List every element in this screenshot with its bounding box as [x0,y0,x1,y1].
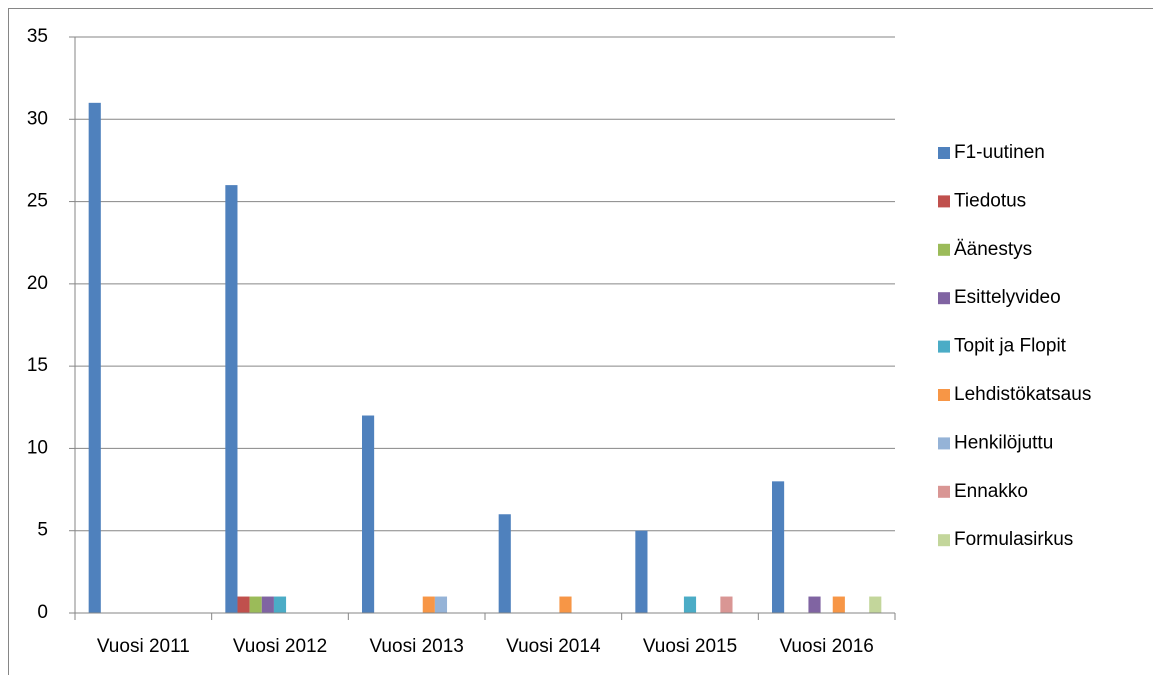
bar [423,597,435,613]
bar [869,597,881,613]
bar [262,597,274,613]
bar [833,597,845,613]
bar [808,597,820,613]
y-tick-label: 35 [27,26,48,47]
bar [720,597,732,613]
bar [559,597,571,613]
legend-label: Tiedotus [954,190,1026,211]
x-tick-label: Vuosi 2014 [506,636,601,657]
bar [274,597,286,613]
legend-swatch [938,244,950,256]
y-tick-label: 20 [27,273,48,294]
legend-swatch [938,486,950,498]
bar [635,531,647,613]
legend-swatch [938,437,950,449]
legend-label: Äänestys [954,239,1032,260]
legend-label: Esittelyvideo [954,287,1061,308]
bar [435,597,447,613]
legend-swatch [938,341,950,353]
y-tick-label: 30 [27,108,48,129]
legend-label: Henkilöjuttu [954,432,1053,453]
legend-label: Ennakko [954,481,1028,502]
legend-swatch [938,147,950,159]
legend-label: Lehdistökatsaus [954,384,1091,405]
legend-label: Formulasirkus [954,529,1073,550]
bar [499,514,511,613]
bar [225,185,237,613]
bar [772,481,784,613]
bar [89,103,101,613]
y-tick-label: 5 [37,520,48,541]
legend-swatch [938,195,950,207]
legend-label: F1-uutinen [954,142,1045,163]
legend-swatch [938,389,950,401]
x-tick-label: Vuosi 2011 [97,636,190,657]
bar [362,416,374,613]
y-tick-label: 10 [27,437,48,458]
bar [250,597,262,613]
y-tick-label: 15 [27,355,48,376]
legend-swatch [938,292,950,304]
legend-label: Topit ja Flopit [954,336,1067,357]
x-tick-label: Vuosi 2016 [779,636,873,657]
y-tick-label: 0 [37,602,48,623]
x-tick-label: Vuosi 2013 [369,636,463,657]
x-tick-label: Vuosi 2015 [643,636,737,657]
x-tick-label: Vuosi 2012 [233,636,327,657]
legend-swatch [938,534,950,546]
bar [237,597,249,613]
y-tick-label: 25 [27,191,48,212]
bar [684,597,696,613]
